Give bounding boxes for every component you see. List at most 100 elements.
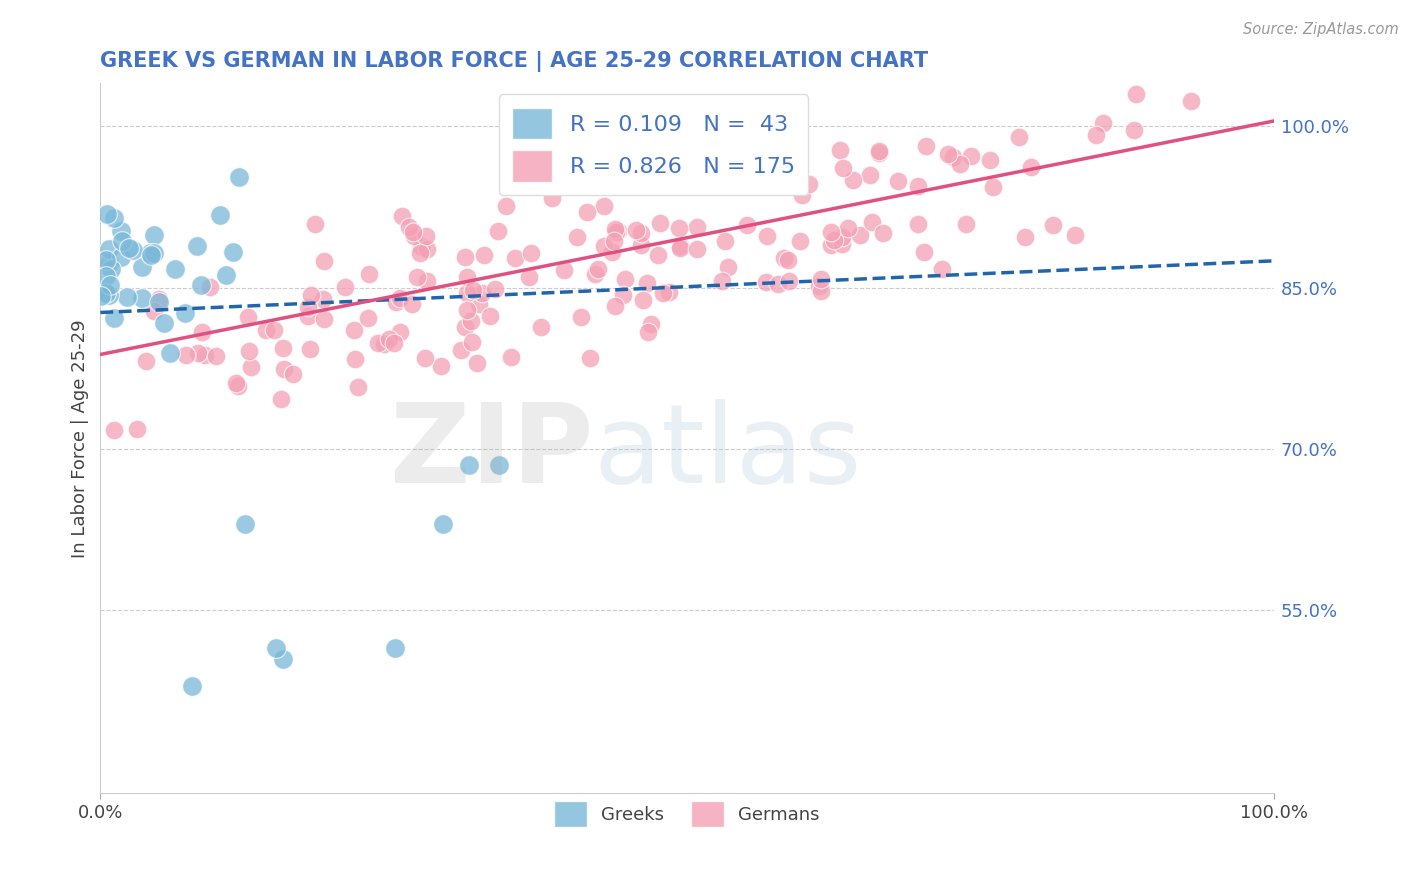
- Point: [142, 246, 165, 260]
- Point: [1014, 230, 1036, 244]
- Point: [936, 147, 959, 161]
- Point: [297, 301, 319, 315]
- Point: [409, 246, 432, 260]
- Point: [1180, 94, 1202, 108]
- Point: [842, 173, 865, 187]
- Point: [141, 247, 163, 261]
- Point: [785, 131, 807, 145]
- Point: [111, 234, 134, 248]
- Point: [868, 145, 890, 159]
- Point: [389, 325, 412, 339]
- Point: [163, 262, 186, 277]
- Point: [174, 306, 197, 320]
- Point: [411, 240, 433, 254]
- Point: [612, 288, 634, 302]
- Point: [152, 316, 174, 330]
- Y-axis label: In Labor Force | Age 25-29: In Labor Force | Age 25-29: [72, 319, 89, 558]
- Point: [1008, 129, 1031, 144]
- Point: [263, 323, 285, 337]
- Point: [676, 164, 699, 178]
- Point: [520, 246, 543, 260]
- Point: [460, 314, 482, 328]
- Point: [228, 169, 250, 184]
- Point: [697, 114, 720, 128]
- Point: [1042, 218, 1064, 232]
- Point: [748, 150, 770, 164]
- Point: [382, 335, 405, 350]
- Point: [97, 242, 120, 256]
- Point: [631, 293, 654, 308]
- Point: [283, 367, 305, 381]
- Point: [413, 351, 436, 365]
- Point: [742, 120, 765, 135]
- Point: [115, 290, 138, 304]
- Point: [605, 225, 627, 239]
- Point: [373, 336, 395, 351]
- Text: atlas: atlas: [593, 399, 862, 506]
- Point: [430, 359, 453, 374]
- Point: [342, 323, 364, 337]
- Point: [468, 297, 491, 311]
- Point: [127, 422, 149, 436]
- Point: [402, 229, 425, 244]
- Point: [271, 341, 294, 355]
- Point: [135, 354, 157, 368]
- Point: [669, 241, 692, 255]
- Point: [190, 325, 212, 339]
- Point: [907, 179, 929, 194]
- Point: [605, 222, 627, 236]
- Point: [299, 288, 322, 302]
- Point: [602, 234, 624, 248]
- Point: [270, 392, 292, 407]
- Point: [790, 187, 813, 202]
- Point: [495, 199, 517, 213]
- Point: [367, 335, 389, 350]
- Point: [239, 359, 262, 374]
- Point: [312, 292, 335, 306]
- Point: [131, 260, 153, 275]
- Point: [110, 250, 132, 264]
- Point: [810, 285, 832, 299]
- Point: [416, 274, 439, 288]
- Point: [872, 227, 894, 241]
- Point: [630, 237, 652, 252]
- Point: [914, 245, 936, 260]
- Point: [456, 285, 478, 300]
- Point: [1091, 116, 1114, 130]
- Point: [103, 311, 125, 326]
- Point: [860, 215, 883, 229]
- Legend: Greeks, Germans: Greeks, Germans: [547, 794, 827, 834]
- Point: [454, 320, 477, 334]
- Point: [90, 289, 112, 303]
- Point: [651, 285, 673, 300]
- Point: [456, 302, 478, 317]
- Point: [486, 224, 509, 238]
- Point: [1085, 128, 1108, 142]
- Point: [682, 173, 704, 187]
- Point: [238, 343, 260, 358]
- Point: [471, 286, 494, 301]
- Point: [186, 239, 208, 253]
- Point: [389, 291, 412, 305]
- Point: [979, 153, 1001, 168]
- Point: [955, 217, 977, 231]
- Point: [357, 267, 380, 281]
- Point: [553, 263, 575, 277]
- Point: [391, 209, 413, 223]
- Point: [540, 191, 562, 205]
- Point: [808, 278, 831, 293]
- Point: [776, 252, 799, 267]
- Point: [488, 458, 510, 473]
- Point: [273, 362, 295, 376]
- Text: GREEK VS GERMAN IN LABOR FORCE | AGE 25-29 CORRELATION CHART: GREEK VS GERMAN IN LABOR FORCE | AGE 25-…: [100, 51, 928, 71]
- Point: [605, 299, 627, 313]
- Point: [401, 297, 423, 311]
- Point: [347, 380, 370, 394]
- Point: [658, 285, 681, 299]
- Point: [613, 272, 636, 286]
- Point: [131, 291, 153, 305]
- Point: [685, 242, 707, 256]
- Point: [789, 235, 811, 249]
- Point: [100, 262, 122, 277]
- Point: [122, 243, 145, 257]
